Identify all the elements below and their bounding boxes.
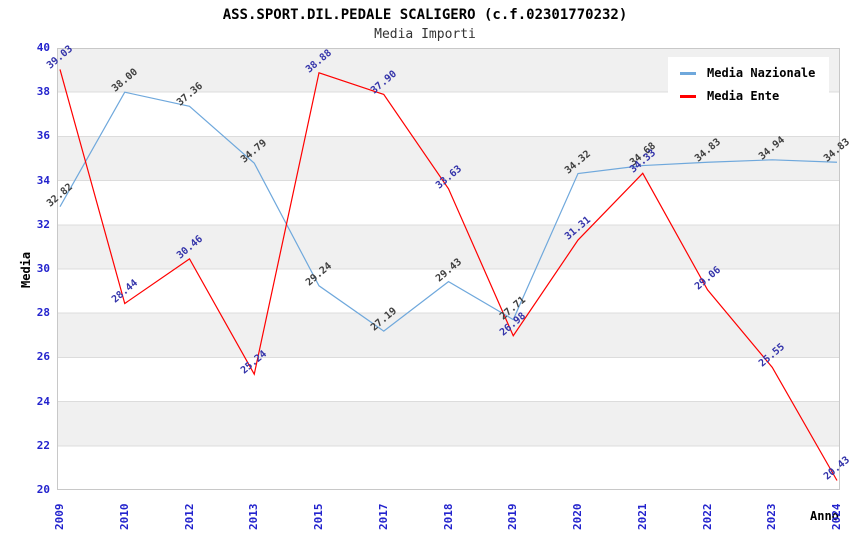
x-tick-label: 2010 <box>117 503 131 531</box>
legend-label-media-ente: Media Ente <box>707 89 780 103</box>
legend-swatch-media-ente-icon <box>680 94 696 98</box>
chart-title: ASS.SPORT.DIL.PEDALE SCALIGERO (c.f.0230… <box>222 7 628 23</box>
x-tick-label: 2012 <box>182 503 196 531</box>
y-tick-label: 22 <box>36 438 50 452</box>
x-axis-title: Anno <box>810 509 839 523</box>
plot-band <box>57 136 840 181</box>
x-tick-label: 2018 <box>441 503 455 531</box>
plot-border <box>57 48 840 490</box>
plot-band <box>57 180 840 225</box>
x-tick-label: 2013 <box>247 503 261 531</box>
plot-band <box>57 269 840 314</box>
y-tick-label: 40 <box>36 41 50 54</box>
series-line-media-ente <box>59 69 838 481</box>
x-tick-label: 2023 <box>765 503 779 531</box>
chart-subtitle: Media Importi <box>374 27 476 42</box>
x-tick-label: 2020 <box>571 503 584 531</box>
x-tick-label: 2009 <box>53 503 66 531</box>
plot-band <box>57 357 840 402</box>
y-tick-label: 26 <box>36 350 50 364</box>
y-tick-label: 28 <box>36 306 50 320</box>
legend-item-media-nazionale: Media Nazionale <box>680 66 815 80</box>
x-tick-label: 2017 <box>376 503 390 531</box>
y-tick-label: 32 <box>36 217 50 231</box>
plot-band <box>57 313 840 358</box>
y-tick-label: 20 <box>36 483 50 496</box>
plot-area <box>57 48 840 490</box>
x-tick-label: 2015 <box>312 503 325 531</box>
legend-label-media-nazionale: Media Nazionale <box>707 66 816 80</box>
legend: Media Nazionale Media Ente <box>668 57 830 112</box>
plot-band <box>57 401 840 446</box>
series-line-media-nazionale <box>59 91 838 332</box>
y-tick-label: 38 <box>36 85 50 99</box>
y-tick-label: 36 <box>36 129 50 143</box>
x-tick-label: 2022 <box>700 503 714 531</box>
plot-band <box>57 445 840 490</box>
legend-swatch-media-nazionale-icon <box>680 71 696 75</box>
y-tick-label: 30 <box>36 262 50 275</box>
y-tick-label: 24 <box>36 394 50 408</box>
x-tick-label: 2019 <box>506 503 520 531</box>
legend-item-media-ente: Media Ente <box>680 89 815 103</box>
x-tick-label: 2021 <box>635 503 649 531</box>
x-tick-label: 2024 <box>830 503 843 531</box>
plot-band <box>57 224 840 269</box>
y-tick-label: 34 <box>36 173 50 187</box>
